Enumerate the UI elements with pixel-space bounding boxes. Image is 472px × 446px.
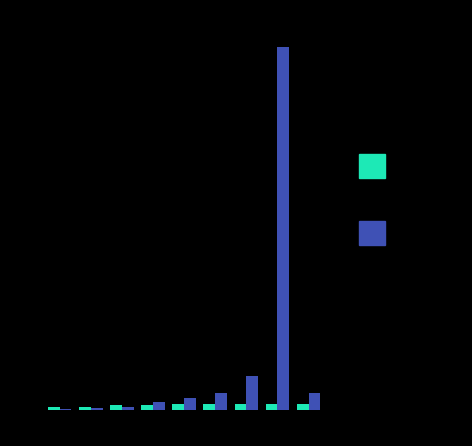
Bar [141,405,153,410]
Bar [266,404,278,410]
Bar [297,404,309,410]
Bar [215,393,227,410]
Bar [278,47,289,410]
Bar [184,398,196,410]
Bar [153,402,165,410]
Bar [203,404,215,410]
Bar [235,404,246,410]
Bar [110,405,122,410]
Bar [309,393,320,410]
Bar [91,408,102,410]
Bar [59,409,71,410]
Bar [246,376,258,410]
Bar [79,407,91,410]
Bar [48,407,59,410]
Bar [122,407,134,410]
Bar [172,404,184,410]
